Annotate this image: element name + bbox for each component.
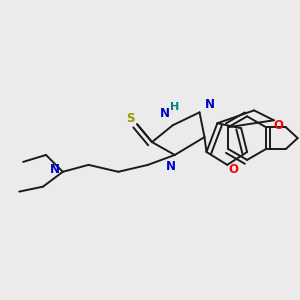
Text: N: N [160, 107, 170, 120]
Text: H: H [170, 102, 179, 112]
Text: O: O [274, 119, 284, 132]
Text: S: S [126, 112, 134, 125]
Text: N: N [204, 98, 214, 111]
Text: O: O [228, 163, 238, 176]
Text: N: N [50, 163, 60, 176]
Text: N: N [166, 160, 176, 173]
